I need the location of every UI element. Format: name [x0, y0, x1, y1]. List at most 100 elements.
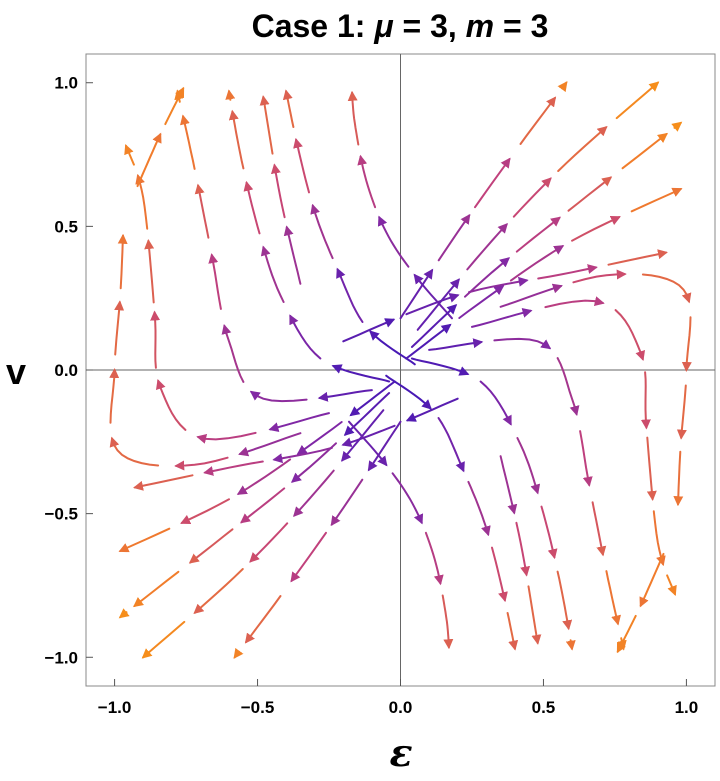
streamline-arrow: [458, 285, 505, 319]
streamline-arrow: [144, 239, 155, 304]
streamline: [499, 269, 692, 507]
title-m-value: = 3: [494, 8, 548, 44]
streamline-arrow: [293, 137, 310, 194]
streamline-arrow: [540, 505, 558, 560]
streamline-arrow: [259, 95, 274, 155]
tick-marks: [86, 82, 687, 686]
streamline-arrow: [243, 180, 261, 235]
streamline-arrow: [512, 177, 552, 218]
streamline-arrow: [240, 487, 286, 524]
streamline-arrow: [180, 114, 196, 170]
x-tick-label: 0.0: [389, 698, 413, 717]
streamline-arrow: [244, 595, 282, 644]
streamline-arrow: [310, 203, 334, 260]
x-tick-label: −1.0: [98, 698, 132, 717]
x-tick-label: −0.5: [241, 698, 275, 717]
streamline-arrow: [437, 417, 465, 473]
streamline-arrow: [499, 455, 518, 515]
streamline-arrow: [616, 614, 637, 654]
streamline: [282, 89, 416, 366]
streamline-arrow: [516, 437, 541, 495]
streamline: [499, 455, 542, 645]
streamline-arrow: [369, 330, 416, 366]
streamline-arrow: [188, 528, 234, 564]
streamline: [348, 420, 454, 650]
streamline-arrow: [640, 371, 651, 430]
streamline-arrow: [471, 308, 533, 328]
title-mu-value: = 3,: [394, 8, 466, 44]
streamline-arrow: [515, 521, 531, 577]
streamline-arrow: [509, 245, 565, 282]
streamline-arrow: [289, 314, 322, 360]
streamline-arrow: [399, 268, 434, 320]
streamline-arrow: [367, 420, 402, 472]
streamline: [616, 552, 665, 654]
y-tick-label: 1.0: [54, 74, 78, 93]
streamline-arrow: [238, 432, 302, 457]
streamline-arrow: [203, 460, 264, 476]
streamline: [225, 89, 391, 383]
streamline-arrow: [572, 269, 627, 284]
streamline-arrow: [579, 430, 593, 487]
streamline-arrow: [567, 176, 613, 212]
streamline: [428, 337, 627, 651]
streamline-arrow: [405, 323, 452, 360]
x-tick-label: 0.5: [532, 698, 556, 717]
streamline-arrow: [208, 253, 222, 310]
streamline-arrow: [391, 472, 424, 525]
streamline-arrow: [268, 412, 330, 433]
streamline-arrow: [377, 215, 410, 268]
streamline: [133, 397, 459, 491]
streamline-arrow: [174, 456, 229, 471]
streamline-arrow: [221, 323, 245, 383]
streamline-arrow: [681, 316, 692, 372]
streamline: [109, 233, 302, 471]
streamline-arrow: [282, 89, 295, 128]
streamline-arrow: [293, 469, 335, 517]
streamline-arrow: [357, 154, 377, 209]
streamline-arrow: [133, 474, 194, 491]
streamline: [342, 249, 668, 343]
title-prefix: Case 1:: [252, 8, 375, 44]
streamline-arrow: [565, 639, 576, 651]
streamline-arrow: [109, 368, 120, 424]
streamline-arrow: [605, 570, 621, 626]
streamline-arrow: [515, 216, 561, 253]
streamline-arrow: [556, 570, 573, 631]
streamline-arrow: [646, 436, 657, 501]
streamlines: [109, 81, 692, 659]
streamline-arrow: [290, 531, 327, 583]
streamline: [124, 144, 330, 444]
streamline-arrow: [193, 568, 244, 615]
streamline-arrow: [296, 421, 343, 455]
title-m-symbol: m: [466, 8, 494, 44]
streamline-arrow: [270, 163, 286, 219]
streamline-arrow: [557, 81, 568, 93]
streamline-arrow: [194, 183, 210, 239]
streamline-arrow: [124, 144, 135, 166]
streamline-arrow: [671, 121, 683, 132]
title-mu-symbol: μ: [373, 8, 393, 44]
chart-title: Case 1: μ = 3, m = 3: [252, 8, 549, 44]
streamline-arrow: [233, 647, 244, 659]
streamline-arrow: [150, 310, 161, 369]
streamline-arrow: [109, 436, 160, 467]
streamline: [399, 81, 568, 320]
streamline-arrow: [591, 501, 607, 557]
streamline-arrow: [556, 357, 580, 417]
streamline-arrow: [410, 304, 458, 348]
streamline-arrow: [405, 397, 459, 422]
streamline-arrow: [499, 283, 563, 308]
streamline-arrow: [118, 527, 171, 553]
streamline: [410, 357, 576, 651]
x-axis-label: ε: [389, 730, 412, 775]
streamline-arrow: [666, 574, 677, 596]
streamline-arrow: [615, 81, 660, 120]
streamline-arrow: [164, 86, 185, 126]
streamline-arrow: [118, 608, 130, 619]
streamline-arrow: [410, 357, 470, 376]
streamline-arrow: [479, 380, 512, 426]
streamline-arrow: [424, 531, 444, 586]
streamline-arrow: [236, 458, 292, 495]
streamline-arrow: [317, 389, 373, 402]
